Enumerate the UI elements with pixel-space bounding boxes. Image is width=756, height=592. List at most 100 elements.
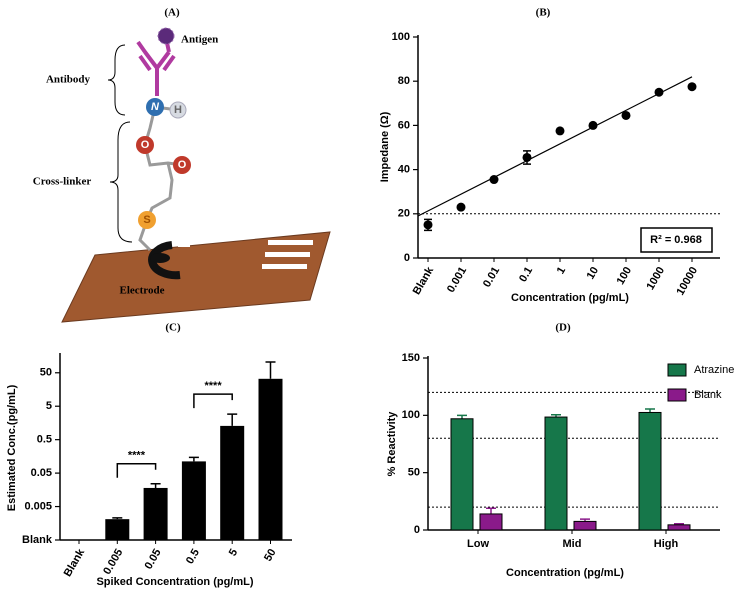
bar (479, 513, 503, 531)
panel-a: (A) N H O O S Antigen Antibody Cross-lin… (33, 7, 331, 323)
bar (544, 416, 568, 531)
legend-swatch (667, 363, 687, 377)
y-tick-label: 0.005 (24, 500, 52, 512)
point (621, 110, 631, 120)
x-tick-label: 1 (555, 265, 568, 276)
atom (173, 156, 191, 174)
brace (109, 121, 133, 243)
panel-title: (A) (164, 7, 180, 19)
error-bar (188, 456, 199, 462)
y-tick-label: 100 (402, 409, 420, 421)
contact (268, 240, 313, 245)
x-tick-label: 50 (262, 547, 279, 564)
x-tick-label: Blank (62, 546, 88, 579)
x-axis-label: Concentration (pg/mL) (511, 292, 629, 304)
error-bar (112, 517, 123, 520)
x-tick-label: 0.5 (184, 547, 202, 566)
y-axis-label: % Reactivity (386, 411, 398, 477)
antibody-shape (136, 37, 176, 96)
x-tick-label: 10000 (674, 265, 700, 297)
atom-label: O (141, 139, 150, 151)
atom (138, 211, 156, 229)
atom (136, 136, 154, 154)
annotation: R² = 0.968 (650, 234, 702, 246)
atom-label: H (174, 104, 182, 116)
brace (107, 44, 126, 116)
bar (573, 520, 597, 531)
antigen-shape (157, 27, 175, 45)
point (654, 87, 664, 97)
x-tick-label: Mid (563, 538, 582, 550)
error-bar (150, 483, 161, 488)
error-bar (457, 414, 467, 419)
atom (169, 101, 187, 119)
electrode (61, 231, 331, 323)
cross-linker-label: Cross-linker (33, 176, 92, 188)
bar (181, 461, 206, 540)
x-tick-label: Low (467, 538, 489, 550)
point (588, 120, 598, 130)
x-tick-label: 5 (227, 547, 240, 558)
atom-label: O (178, 159, 187, 171)
y-tick-label: 0 (414, 524, 420, 536)
error-bar (486, 507, 496, 514)
electrode-pad (178, 238, 190, 247)
bar (667, 524, 691, 531)
antibody-label: Antibody (46, 74, 91, 86)
fit-line (417, 76, 693, 217)
panel-title: (C) (165, 322, 181, 334)
y-tick-label: 50 (408, 467, 420, 479)
significance-label: **** (128, 450, 146, 462)
significance-label: **** (204, 380, 222, 392)
bar (105, 519, 130, 540)
electrode-label: Electrode (119, 285, 164, 297)
y-tick-label: 0 (404, 252, 410, 264)
point (522, 152, 532, 162)
atom-label: N (151, 101, 160, 113)
antigen-label: Antigen (181, 34, 218, 46)
y-tick-label: Blank (22, 534, 53, 546)
error-bar (227, 413, 238, 426)
y-tick-label: 150 (402, 352, 420, 364)
point (555, 126, 565, 136)
y-tick-label: 100 (392, 31, 410, 43)
x-tick-label: 100 (615, 265, 635, 287)
x-tick-label: Blank (411, 264, 437, 297)
y-tick-label: 40 (398, 164, 410, 176)
bar (143, 487, 168, 540)
error-bar (645, 408, 655, 413)
point (456, 202, 466, 212)
bar (220, 425, 245, 540)
point (687, 82, 697, 92)
y-tick-label: 80 (398, 75, 410, 87)
significance-bracket (116, 463, 157, 478)
y-tick-label: 5 (46, 400, 52, 412)
bar (450, 418, 474, 531)
y-axis-label: Estimated Conc.(pg/mL) (6, 384, 18, 511)
x-tick-label: 0.001 (445, 265, 469, 295)
x-tick-label: 1000 (644, 265, 667, 292)
significance-bracket (193, 393, 233, 409)
electrode-dot (150, 253, 170, 263)
x-tick-label: 0.01 (481, 265, 502, 290)
annotation-box (640, 227, 713, 253)
y-tick-label: 50 (40, 367, 52, 379)
legend-swatch (667, 388, 687, 402)
point (489, 175, 499, 185)
atom-label: S (143, 214, 150, 226)
y-tick-label: 0.05 (31, 467, 52, 479)
panel-title: (D) (555, 322, 571, 334)
y-tick-label: 60 (398, 119, 410, 131)
point (423, 220, 433, 230)
linker-chain (138, 106, 183, 252)
electrode-ring (148, 241, 181, 280)
bar (638, 411, 662, 531)
x-axis-label: Spiked Concentration (pg/mL) (96, 576, 253, 588)
x-tick-label: 0.005 (101, 547, 125, 577)
panel-title: (B) (536, 7, 551, 19)
x-tick-label: 0.1 (517, 265, 535, 284)
y-axis-label: Impedane (Ω) (379, 111, 391, 182)
x-tick-label: 10 (585, 265, 602, 282)
contact (262, 264, 307, 269)
